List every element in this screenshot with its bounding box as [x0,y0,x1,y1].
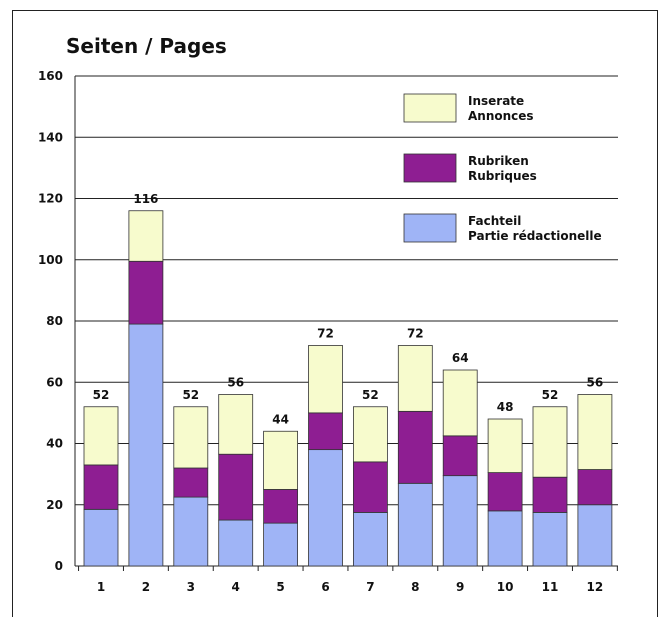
bar-segment-rubriken [308,412,343,451]
bar-segment-inserate [173,406,209,469]
bar-segment-rubriken [83,464,119,510]
bar-segment-inserate [487,418,523,473]
x-tick-label: 4 [232,580,240,594]
bar-total-label: 72 [317,327,334,341]
bar-segment-fachteil [128,323,164,567]
y-tick-label: 20 [46,498,63,512]
bar-total-label: 52 [362,388,379,402]
bar-segment-fachteil [308,449,343,567]
bar-segment-inserate [83,406,119,466]
bar-segment-fachteil [218,519,254,567]
y-tick-label: 40 [46,437,63,451]
y-tick-label: 100 [38,253,63,267]
legend-label: Fachteil [468,214,521,228]
chart-frame [12,10,658,617]
bar-segment-fachteil [397,482,433,567]
y-tick-label: 120 [38,192,63,206]
bar-total-label: 56 [227,376,244,390]
bar-segment-inserate [352,406,388,463]
bar-segment-rubriken [487,472,523,512]
bar-segment-inserate [532,406,568,478]
bar-segment-fachteil [352,512,388,567]
y-tick-label: 60 [46,375,63,389]
bar-total-label: 52 [542,388,559,402]
x-tick-label: 2 [142,580,150,594]
bar-total-label: 44 [272,412,289,426]
bar-segment-fachteil [442,475,478,567]
bar-total-label: 52 [93,388,110,402]
x-tick-label: 6 [321,580,329,594]
bar-segment-inserate [128,210,164,262]
legend-label: Partie rédactionelle [468,229,602,243]
bar-segment-inserate [263,430,299,490]
x-tick-label: 10 [497,580,514,594]
bar-segment-rubriken [173,467,209,498]
bar-segment-fachteil [577,504,613,567]
legend-swatch [403,213,457,243]
y-tick-label: 160 [38,69,63,83]
bar-segment-rubriken [442,435,478,477]
bar-segment-rubriken [218,453,254,521]
bar-segment-rubriken [263,489,299,524]
bar-segment-rubriken [532,476,568,513]
bar-segment-fachteil [487,510,523,567]
chart-title: Seiten / Pages [66,34,227,58]
bar-total-label: 64 [452,351,469,365]
bar-segment-rubriken [352,461,388,513]
y-tick-label: 80 [46,314,63,328]
x-tick-label: 3 [187,580,195,594]
bar-segment-rubriken [397,410,433,484]
bar-segment-inserate [397,345,433,412]
bar-total-label: 48 [497,400,514,414]
bar-segment-fachteil [83,508,119,567]
x-tick-label: 1 [97,580,105,594]
x-tick-label: 11 [542,580,559,594]
bar-segment-fachteil [173,496,209,567]
bar-segment-rubriken [577,469,613,506]
x-tick-label: 7 [366,580,374,594]
bar-segment-inserate [218,394,254,455]
legend-swatch [403,93,457,123]
x-tick-label: 12 [587,580,604,594]
bar-total-label: 56 [587,376,604,390]
y-tick-label: 0 [55,559,63,573]
x-tick-label: 8 [411,580,419,594]
legend-swatch [403,153,457,183]
legend-label: Rubriken [468,154,529,168]
bar-segment-inserate [308,345,343,414]
y-tick-label: 140 [38,130,63,144]
x-tick-label: 9 [456,580,464,594]
bar-total-label: 52 [182,388,199,402]
bar-total-label: 116 [133,192,158,206]
legend-label: Annonces [468,109,534,123]
bar-segment-inserate [442,369,478,437]
x-tick-label: 5 [276,580,284,594]
bar-segment-fachteil [532,512,568,567]
legend-label: Inserate [468,94,524,108]
bar-total-label: 72 [407,327,424,341]
bar-segment-fachteil [263,522,299,567]
legend-label: Rubriques [468,169,537,183]
bar-segment-inserate [577,394,613,470]
bar-segment-rubriken [128,260,164,325]
